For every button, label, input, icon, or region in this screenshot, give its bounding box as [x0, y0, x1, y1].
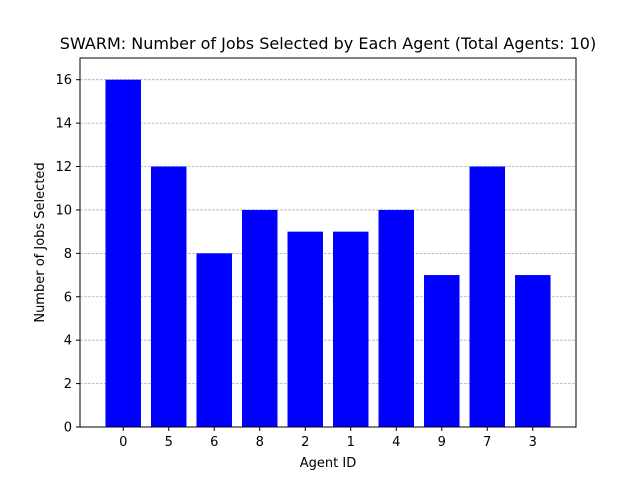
bar-agent-8: [241, 209, 278, 427]
bar-agent-6: [196, 253, 232, 427]
bar-agent-1: [333, 231, 369, 427]
x-tick-label: 8: [256, 435, 264, 450]
x-tick-label: 3: [529, 435, 537, 450]
y-tick-label: 12: [55, 160, 72, 175]
plot-frame: [79, 57, 577, 428]
y-tick-label: 4: [64, 334, 72, 349]
y-tick-label: 6: [64, 290, 72, 305]
bar-agent-4: [378, 209, 415, 427]
x-tick-label: 6: [210, 435, 218, 450]
bar-agent-0: [105, 79, 141, 428]
bar-agent-2: [287, 231, 323, 427]
x-axis-label: Agent ID: [300, 456, 356, 471]
y-tick-label: 16: [55, 73, 72, 88]
y-tick-label: 14: [55, 117, 72, 132]
chart-title: SWARM: Number of Jobs Selected by Each A…: [60, 34, 596, 53]
y-axis-label: Number of Jobs Selected: [33, 162, 48, 322]
y-tick-label: 0: [64, 421, 72, 436]
x-tick-label: 2: [301, 435, 309, 450]
x-tick-label: 1: [347, 435, 355, 450]
bar-agent-3: [515, 275, 551, 427]
y-tick-label: 8: [64, 247, 72, 262]
x-tick-label: 9: [438, 435, 446, 450]
bar-agent-5: [150, 166, 187, 427]
y-tick-label: 10: [55, 203, 72, 218]
x-axis-ticks: 0 5 6 8 2 1 4 9 7 3: [119, 427, 537, 450]
x-tick-label: 0: [119, 435, 127, 450]
bar-agent-7: [469, 166, 506, 427]
x-tick-label: 5: [165, 435, 173, 450]
x-tick-label: 7: [483, 435, 491, 450]
y-tick-label: 2: [64, 377, 72, 392]
y-axis-ticks: 0 2 4 6 8 10 12 14 16: [55, 73, 80, 436]
bars: [105, 79, 551, 428]
bar-agent-9: [424, 275, 460, 427]
x-tick-label: 4: [392, 435, 400, 450]
